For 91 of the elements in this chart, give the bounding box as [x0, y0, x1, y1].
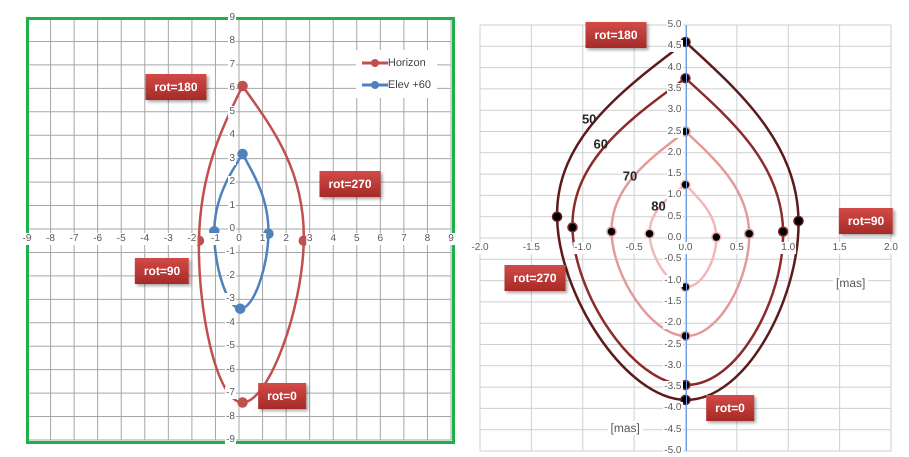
y-tick-label: -4.0 [663, 402, 682, 414]
y-tick-label: -4 [225, 316, 236, 329]
annotation: rot=180 [585, 22, 647, 48]
x-tick-label: -3 [162, 233, 174, 245]
y-tick-label: 4.0 [666, 62, 682, 74]
y-tick-label: -0.5 [663, 253, 682, 266]
text: 50 [582, 111, 596, 126]
x-tick-label: -9 [22, 233, 32, 245]
x-tick-label: -1 [210, 233, 221, 245]
y-tick-label: -5.0 [663, 445, 682, 457]
x-tick-label: -6 [92, 233, 104, 245]
annotation: rot=270 [319, 171, 381, 197]
point [744, 228, 754, 239]
x-axis-title: [mas] [833, 276, 868, 290]
x-tick-label: 6 [376, 233, 384, 245]
point [793, 216, 804, 226]
annotation: rot=180 [145, 74, 207, 100]
x-tick-label: -1.0 [573, 242, 592, 254]
point [237, 397, 248, 408]
x-tick-label: 3 [306, 233, 314, 245]
y-tick-label: 4.5 [666, 40, 682, 52]
x-tick-label: 2 [282, 233, 290, 245]
y-tick-label: 8 [228, 35, 236, 48]
y-tick-label: 3 [228, 152, 236, 165]
x-tick-label: 2.0 [883, 242, 899, 254]
y-tick-label: 3.0 [666, 104, 682, 116]
point [567, 222, 578, 233]
y-tick-label: -3 [225, 293, 236, 306]
y-tick-label: -1.0 [663, 274, 682, 287]
x-tick-label: -4 [139, 233, 150, 245]
y-tick-label: 1 [228, 200, 236, 212]
y-tick-label: 1.5 [666, 168, 682, 180]
y-tick-label: 2 [228, 176, 236, 188]
point [552, 211, 562, 222]
x-tick-label: 8 [424, 233, 432, 245]
point [711, 232, 722, 242]
y-tick-label: -9 [225, 434, 236, 446]
text: 70 [622, 168, 638, 184]
x-tick-label: -5 [116, 233, 127, 245]
x-tick-label: 1.5 [832, 242, 848, 254]
y-tick-label: -3.0 [663, 360, 682, 372]
x-tick-label: -7 [68, 233, 80, 245]
y-tick-label: -8 [225, 410, 236, 423]
point [237, 148, 248, 160]
x-tick-label: 0.5 [728, 242, 745, 254]
y-tick-label: -1.5 [663, 296, 682, 308]
y-tick-label: 7 [228, 58, 236, 71]
y-tick-label: 6 [228, 82, 236, 94]
x-tick-label: -2.0 [470, 242, 490, 254]
x-tick-label: -2 [186, 233, 198, 245]
y-tick-label: 9 [228, 12, 236, 24]
x-tick-label: 5 [352, 233, 361, 245]
x-tick-label: 1 [258, 233, 266, 245]
y-tick-label: 4 [228, 129, 236, 142]
point [778, 226, 788, 237]
y-tick-label: 0.5 [666, 210, 682, 223]
legend-label: Elev +60 [388, 79, 431, 91]
annotation: rot=0 [258, 383, 306, 409]
point [644, 228, 655, 239]
y-tick-label: 1.0 [666, 189, 682, 202]
legend-label: Horizon [388, 57, 426, 69]
annotation: rot=270 [504, 265, 566, 291]
y-tick-label: -5 [225, 340, 236, 352]
y-tick-label: -3.5 [663, 381, 682, 394]
y-tick-label: -2.0 [663, 317, 682, 330]
y-tick-label: 2.0 [666, 146, 682, 159]
y-tick-label: 0 [228, 223, 236, 235]
x-tick-label: -8 [45, 233, 56, 245]
x-tick-label: 1.0 [780, 242, 796, 254]
x-tick-label: -1.5 [522, 242, 541, 254]
point [234, 303, 246, 314]
y-tick-label: 5.0 [666, 19, 682, 31]
y-tick-label: 3.5 [666, 82, 682, 95]
y-tick-label: -4.5 [663, 424, 682, 436]
y-tick-label: -6 [225, 364, 236, 376]
series-label: 80 [651, 198, 666, 214]
annotation: rot=90 [134, 258, 190, 284]
x-tick-label: -0.5 [624, 242, 644, 254]
y-tick-label: -7 [225, 387, 236, 400]
x-tick-label: 4 [329, 233, 337, 245]
x-tick-label: 7 [400, 233, 408, 245]
annotation: rot=0 [706, 395, 754, 421]
y-tick-label: -2 [225, 270, 236, 282]
y-tick-label: -2.5 [663, 338, 682, 350]
point [237, 80, 248, 92]
point [606, 226, 617, 237]
x-tick-label: 9 [447, 233, 455, 245]
y-tick-label: 5 [228, 106, 236, 118]
y-tick-label: 2.5 [666, 126, 682, 138]
annotation: rot=90 [838, 208, 894, 234]
y-axis-title: [mas] [608, 420, 643, 435]
